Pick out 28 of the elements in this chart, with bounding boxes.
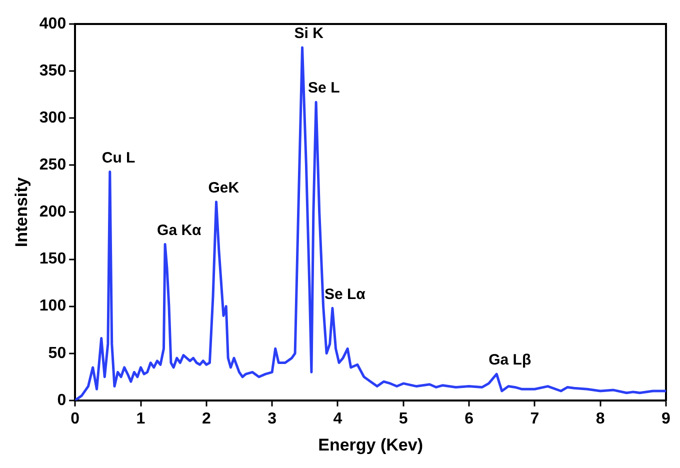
x-tick-label: 0 — [70, 410, 80, 428]
annotation: Ga Lβ — [488, 352, 532, 369]
y-tick-label: 400 — [39, 15, 66, 32]
y-tick-label: 250 — [39, 156, 66, 174]
annotation: Se L — [308, 80, 340, 97]
y-tick-label: 150 — [39, 250, 66, 268]
annotation: Cu L — [102, 149, 136, 166]
x-tick-label: 3 — [268, 410, 277, 428]
x-tick-label: 6 — [464, 410, 474, 428]
y-tick-label: 0 — [57, 392, 66, 409]
annotation: Ga Kα — [157, 222, 202, 239]
y-axis-title: Intensity — [12, 176, 31, 248]
annotation: Si K — [294, 25, 324, 42]
y-tick-label: 200 — [39, 204, 66, 221]
annotation: GeK — [208, 179, 240, 196]
x-tick-label: 7 — [530, 410, 540, 428]
x-tick-label: 5 — [398, 410, 408, 428]
x-tick-label: 1 — [136, 410, 146, 428]
x-tick-label: 8 — [596, 410, 605, 428]
x-axis-title: Energy (Kev) — [318, 435, 423, 454]
x-tick-label: 9 — [662, 410, 671, 428]
y-tick-label: 100 — [39, 298, 66, 315]
y-tick-label: 350 — [39, 62, 66, 80]
annotation: Se Lα — [324, 286, 366, 303]
x-tick-label: 4 — [333, 410, 342, 428]
y-tick-label: 300 — [39, 110, 66, 127]
y-tick-label: 50 — [48, 344, 66, 362]
x-tick-label: 2 — [202, 410, 211, 428]
